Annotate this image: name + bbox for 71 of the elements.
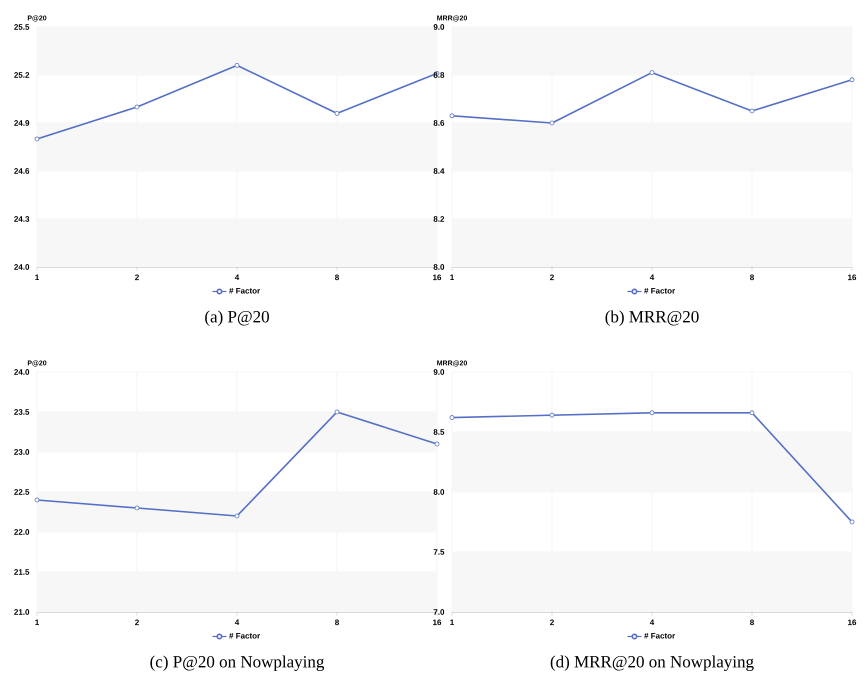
y-tick-label: 8.8 (434, 72, 444, 78)
y-tick-label: 8.6 (434, 120, 444, 126)
text: (c) P@20 on Nowplaying (150, 656, 324, 671)
text: (b) MRR@20 (605, 310, 699, 326)
y-tick-label: 8.0 (434, 489, 444, 495)
x-tick-label: 16 (848, 620, 856, 626)
point (550, 412, 554, 418)
y-tick-label: 24.0 (14, 369, 30, 375)
x-tick-label: 16 (433, 620, 442, 626)
point (34, 136, 40, 142)
point (650, 70, 654, 75)
x-tick-label: 8 (750, 274, 754, 280)
point (134, 104, 140, 110)
point (650, 410, 654, 416)
y-tick-label: 8.5 (434, 429, 444, 435)
y-tick-label: 8.2 (434, 216, 444, 222)
point (234, 514, 240, 518)
y-tick-label: 22.5 (14, 489, 30, 495)
x-tick-label: 16 (433, 274, 442, 280)
x-tick-label: 1 (35, 274, 39, 280)
y-tick-label: 24.0 (14, 264, 30, 270)
x-tick-label: 2 (135, 620, 139, 626)
legend-label: # Factor (229, 288, 260, 294)
y-tick-label: 8.0 (434, 264, 444, 270)
point (134, 506, 140, 510)
y-tick-label: 7.0 (434, 609, 444, 615)
text: (a) P@20 (205, 310, 269, 326)
x-tick-label: 2 (135, 274, 139, 280)
point (334, 110, 340, 116)
point (450, 113, 454, 118)
legend-label: # Factor (644, 288, 676, 294)
x-tick-label: 4 (650, 274, 654, 280)
legend-label: # Factor (644, 632, 676, 639)
y-tick-label: 25.2 (14, 72, 30, 78)
point (34, 498, 40, 502)
point (450, 415, 454, 420)
point (750, 108, 754, 114)
x-tick-label: 1 (450, 274, 454, 280)
text: (d) MRR@20 on Nowplaying (550, 656, 754, 671)
y-tick-label: 9.0 (434, 24, 444, 30)
y-tick-label: 9.0 (434, 369, 444, 375)
x-tick-label: 8 (335, 620, 339, 626)
y-tick-label: 24.3 (14, 216, 30, 222)
x-tick-label: 8 (750, 620, 754, 626)
point (334, 410, 340, 414)
x-tick-label: 1 (450, 620, 454, 626)
point (434, 442, 440, 446)
point (850, 520, 854, 524)
y-tick-label: 7.5 (434, 549, 444, 555)
point (750, 410, 754, 416)
x-tick-label: 16 (848, 274, 856, 280)
x-tick-label: 4 (650, 620, 654, 626)
y-tick-label: 25.5 (14, 24, 30, 30)
y-tick-label: 22.0 (14, 529, 30, 535)
y-tick-label: 23.0 (14, 449, 30, 455)
x-tick-label: 2 (550, 274, 554, 280)
y-tick-label: 24.9 (14, 120, 30, 126)
y-tick-label: 21.5 (14, 569, 30, 575)
point (850, 77, 854, 82)
x-tick-label: 1 (35, 620, 39, 626)
x-tick-label: 8 (335, 274, 339, 280)
y-tick-label: 24.6 (14, 168, 30, 174)
y-tick-label: 21.0 (14, 609, 30, 615)
x-tick-label: 4 (234, 620, 240, 626)
y-tick-label: 8.4 (434, 168, 444, 174)
x-tick-label: 4 (234, 274, 240, 280)
legend-label: # Factor (229, 632, 260, 639)
y-tick-label: 23.5 (14, 409, 30, 415)
x-tick-label: 2 (550, 620, 554, 626)
point (550, 120, 554, 126)
point (234, 62, 240, 68)
